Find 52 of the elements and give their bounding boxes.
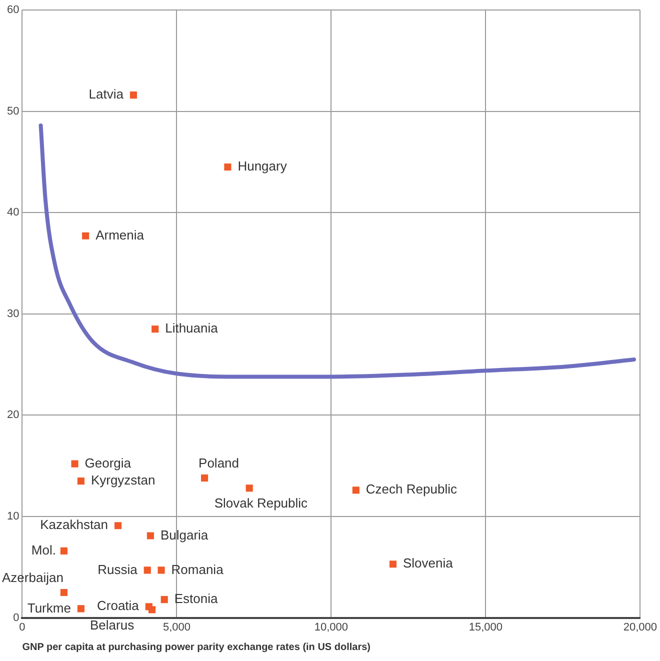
annotation: Kyrgyzstan <box>90 472 156 488</box>
point <box>144 566 151 574</box>
point <box>77 605 84 612</box>
point <box>146 532 154 540</box>
line-series <box>38 123 636 379</box>
y-tick-label: 0 <box>13 612 20 624</box>
y-tick-label: 60 <box>6 4 20 16</box>
annotation: Romania <box>171 562 224 577</box>
annotation: Lithuania <box>165 320 219 336</box>
x-tick-label: 10,000 <box>314 621 348 634</box>
point <box>60 588 68 596</box>
annotation: Bulgaria <box>160 527 209 542</box>
point <box>82 232 90 240</box>
point <box>114 522 122 530</box>
x-tick-label: 20,000 <box>623 621 658 634</box>
point <box>130 92 137 99</box>
y-tick-label: 20 <box>6 409 20 422</box>
point <box>389 560 397 568</box>
y-tick-label: 40 <box>6 206 20 219</box>
x-axis-title: GNP per capita at purchasing power parity exchange rates (in US dollars) <box>22 642 370 653</box>
y-tick-label: 30 <box>6 308 20 320</box>
point <box>200 474 208 482</box>
point <box>77 478 84 485</box>
annotation: Poland <box>198 456 240 471</box>
annotation: Georgia <box>84 455 132 470</box>
y-tick-label: 50 <box>6 105 20 118</box>
annotation: Kazakhstan <box>40 517 108 532</box>
annotation: Hungary <box>238 158 288 174</box>
annotation: Mol. <box>31 542 56 558</box>
annotation: Russia <box>98 562 138 577</box>
annotation: Estonia <box>174 591 218 606</box>
annotation: Slovak Republic <box>214 496 308 511</box>
point <box>71 460 78 468</box>
point <box>352 486 360 494</box>
annotation: Latvia <box>88 86 124 102</box>
x-tick-label: 15,000 <box>468 621 503 634</box>
annotation: Croatia <box>97 598 140 614</box>
annotation: Armenia <box>96 227 145 242</box>
annotation: Czech Republic <box>366 482 458 497</box>
annotation: Turkme <box>27 600 71 616</box>
annotation: Slovenia <box>403 556 454 571</box>
point <box>246 484 253 492</box>
point <box>160 596 168 604</box>
point <box>60 547 68 554</box>
point <box>158 566 165 574</box>
point <box>148 606 156 614</box>
point <box>152 326 159 333</box>
annotation: Azerbaijan <box>2 570 64 586</box>
annotation: Belarus <box>90 617 135 632</box>
y-tick-label: 10 <box>6 510 20 523</box>
x-tick-label: 5,000 <box>162 621 190 634</box>
point <box>224 163 232 171</box>
